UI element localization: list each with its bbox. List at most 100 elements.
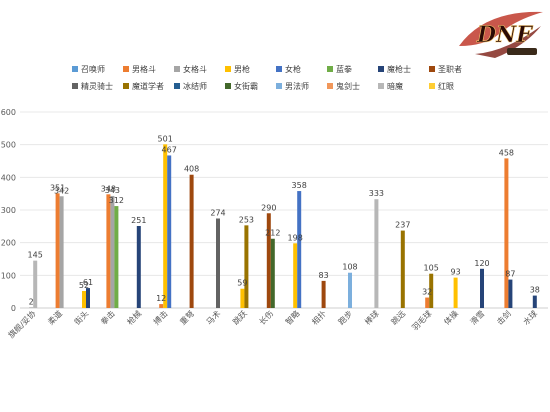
x-tick-label: 马术 — [204, 308, 222, 326]
bar-女街霸-长伤 — [270, 238, 275, 308]
legend-label: 男枪 — [234, 64, 250, 74]
data-label: 61 — [83, 278, 93, 287]
legend-label: 暗魔 — [387, 81, 403, 91]
bar-女格斗-旗舰/妥协 — [29, 307, 34, 308]
data-label: 358 — [292, 181, 307, 190]
legend-label: 女枪 — [285, 64, 301, 74]
x-tick-label: 跳远 — [389, 308, 407, 326]
legend-swatch — [429, 83, 435, 89]
legend-label: 女街霸 — [234, 81, 258, 91]
legend-swatch — [276, 83, 282, 89]
data-label: 348 — [101, 184, 116, 193]
x-tick-label: 智略 — [283, 308, 301, 326]
bar-精灵骑士-马术 — [216, 218, 220, 308]
legend-label: 召唤师 — [81, 64, 105, 74]
legend-swatch — [378, 83, 384, 89]
bar-魔枪士-水球 — [532, 295, 537, 308]
x-tick-label: 跳跃 — [230, 308, 248, 326]
y-tick-label: 200 — [1, 239, 16, 248]
x-tick-label: 枪械 — [125, 308, 143, 326]
legend-label: 魔道学者 — [132, 81, 164, 91]
data-label: 32 — [422, 288, 432, 297]
data-label: 93 — [451, 268, 461, 277]
data-label: 333 — [369, 189, 384, 198]
bar-男格斗-搏击 — [159, 304, 164, 308]
data-label: 351 — [50, 183, 65, 192]
bar-圣职者-长伤 — [266, 213, 271, 308]
data-label: 87 — [505, 270, 515, 279]
bar-蓝拳-拳击 — [114, 206, 119, 308]
y-tick-label: 600 — [1, 108, 16, 117]
data-label: 120 — [474, 259, 489, 268]
bar-男枪-搏击 — [163, 144, 168, 308]
data-label: 458 — [499, 148, 514, 157]
data-label: 251 — [131, 216, 146, 225]
legend-label: 冰结师 — [183, 81, 207, 91]
legend-swatch — [72, 83, 78, 89]
bar-魔枪士-滑雪 — [480, 268, 484, 308]
svg-text:DNF: DNF — [476, 22, 533, 48]
bar-女枪-智略 — [297, 191, 302, 308]
legend-label: 男格斗 — [132, 64, 156, 74]
x-tick-label: 滑雪 — [468, 308, 486, 326]
legend-swatch — [123, 66, 129, 72]
x-tick-label: 羽毛球 — [410, 308, 434, 332]
bar-魔枪士-击剑 — [508, 279, 513, 308]
x-tick-label: 水球 — [521, 308, 539, 326]
legend-label: 红眼 — [438, 81, 454, 91]
bar-女格斗-柔道 — [59, 196, 64, 308]
legend-label: 精灵骑士 — [81, 81, 113, 91]
bar-男格斗-击剑 — [504, 158, 509, 308]
x-tick-label: 相扑 — [310, 308, 328, 326]
data-label: 342 — [54, 186, 69, 195]
data-label: 59 — [237, 279, 247, 288]
data-label: 108 — [342, 263, 357, 272]
data-label: 145 — [28, 251, 43, 260]
data-label: 12 — [156, 294, 166, 303]
x-tick-label: 搏击 — [151, 308, 169, 326]
data-label: 467 — [162, 145, 177, 154]
legend-swatch — [174, 83, 180, 89]
bar-男格斗-拳击 — [106, 194, 111, 308]
data-label: 253 — [239, 215, 254, 224]
legend-swatch — [429, 66, 435, 72]
bar-男枪-智略 — [293, 243, 298, 308]
data-label: 290 — [261, 203, 276, 212]
x-axis-ticks: 旗舰/妥协 柔道 街头 拳击 枪械 搏击 重弩 马术 跳跃 长伤 智略 相扑 跑步 棒球 跳远 羽毛球 体操 滑雪… — [6, 308, 539, 340]
data-label: 83 — [319, 271, 329, 280]
legend-swatch — [327, 83, 333, 89]
bar-男枪-跳跃 — [240, 288, 245, 308]
bar-男枪-体操 — [453, 277, 458, 308]
bar-男枪-街头 — [82, 291, 86, 308]
bar-女格斗-拳击 — [110, 195, 115, 308]
bar-暗魔-旗舰/妥协 — [33, 260, 38, 308]
y-tick-label: 300 — [1, 206, 16, 215]
legend-label: 女格斗 — [183, 64, 207, 74]
legend-swatch — [123, 83, 129, 89]
legend-label: 魔枪士 — [387, 64, 411, 74]
legend-swatch — [225, 66, 231, 72]
gridlines — [20, 111, 548, 309]
y-axis-ticks: 0 100 200 300 400 500 600 — [1, 108, 16, 313]
x-tick-label: 棒球 — [362, 308, 380, 326]
x-tick-label: 击剑 — [494, 308, 512, 326]
data-label: 52 — [79, 281, 89, 290]
legend-swatch — [276, 66, 282, 72]
x-tick-label: 长伤 — [257, 308, 275, 326]
legend-swatch — [225, 83, 231, 89]
bar-魔枪士-街头 — [86, 288, 90, 308]
bar-圣职者-重弩 — [189, 174, 194, 308]
x-tick-label: 柔道 — [46, 308, 64, 326]
x-tick-label: 体操 — [442, 308, 460, 326]
data-label: 274 — [210, 208, 225, 217]
data-label: 38 — [530, 286, 540, 295]
legend-label: 圣职者 — [438, 65, 462, 74]
bars — [29, 144, 537, 308]
legend-swatch — [378, 66, 384, 72]
y-tick-label: 100 — [1, 271, 16, 280]
x-tick-label: 跑步 — [337, 309, 355, 327]
bar-魔枪士-枪械 — [136, 226, 141, 308]
